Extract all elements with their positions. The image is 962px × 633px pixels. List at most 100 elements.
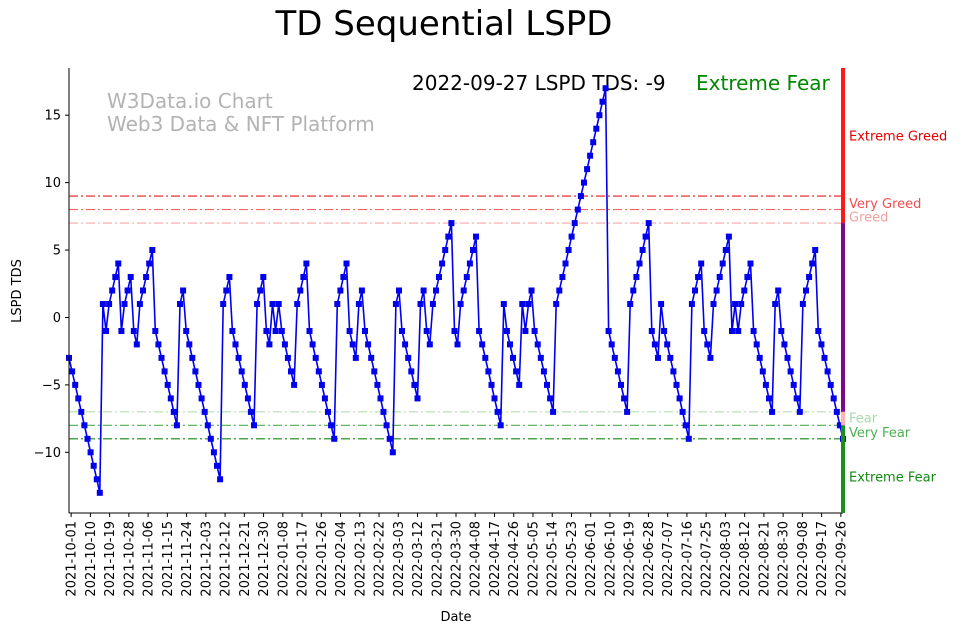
data-point-225 (759, 368, 766, 375)
data-point-136 (485, 368, 492, 375)
data-point-129 (463, 274, 470, 280)
data-point-194 (664, 341, 671, 348)
data-point-172 (596, 112, 603, 119)
data-point-31 (161, 368, 168, 375)
data-point-10 (96, 489, 103, 496)
data-point-250 (836, 422, 843, 429)
data-point-106 (392, 301, 399, 307)
zone-label-1: Very Greed (849, 197, 921, 212)
data-point-134 (479, 341, 486, 348)
data-point-121 (439, 260, 446, 267)
data-point-114 (417, 301, 424, 307)
data-point-61 (254, 301, 261, 307)
data-point-238 (799, 301, 806, 307)
data-point-142 (503, 328, 510, 334)
data-point-70 (281, 341, 288, 348)
sentiment-zone-bar (841, 68, 845, 513)
data-point-55 (235, 354, 242, 361)
data-point-199 (679, 408, 686, 415)
data-point-128 (460, 287, 467, 294)
data-point-179 (618, 381, 624, 388)
data-point-50 (220, 301, 227, 307)
x-tick-label: 2021-12-03 (199, 521, 214, 597)
x-tick-label: 2022-01-08 (276, 521, 291, 597)
data-point-193 (661, 328, 668, 334)
x-tick-label: 2022-03-30 (450, 521, 465, 597)
y-tick-label: 10 (44, 176, 61, 191)
data-point-12 (103, 328, 109, 334)
data-point-242 (812, 247, 819, 253)
data-point-152 (534, 341, 541, 348)
status-sentiment: Extreme Fear (696, 71, 831, 95)
x-tick-label: 2022-04-26 (507, 521, 522, 597)
x-tick-label: 2022-09-08 (796, 521, 811, 597)
series-layer (66, 85, 846, 496)
data-point-98 (368, 354, 375, 361)
data-point-236 (793, 395, 800, 402)
x-tick-label: 2022-04-17 (488, 521, 503, 597)
data-point-33 (167, 395, 174, 402)
data-point-19 (124, 287, 131, 294)
data-point-159 (556, 287, 563, 294)
data-point-174 (602, 85, 609, 92)
data-point-226 (762, 381, 769, 388)
data-point-214 (725, 233, 732, 240)
data-point-11 (99, 301, 106, 307)
data-point-170 (590, 139, 597, 146)
data-point-156 (547, 395, 554, 402)
data-point-224 (756, 354, 763, 361)
data-point-239 (803, 287, 809, 294)
data-point-1 (69, 368, 76, 375)
data-point-117 (426, 341, 433, 348)
data-point-206 (701, 328, 708, 334)
chart-title: TD Sequential LSPD (275, 4, 613, 44)
data-point-80 (312, 354, 319, 361)
data-point-160 (559, 274, 566, 280)
data-point-213 (722, 247, 729, 253)
data-point-133 (476, 328, 483, 334)
data-point-227 (766, 395, 772, 402)
data-point-161 (562, 260, 569, 267)
data-point-39 (186, 341, 193, 348)
y-tick-label: 0 (53, 311, 61, 326)
data-point-141 (500, 301, 507, 307)
data-point-205 (698, 260, 705, 267)
zone-label-0: Extreme Greed (849, 129, 947, 144)
x-tick-label: 2022-09-26 (834, 521, 849, 597)
data-point-49 (217, 476, 224, 483)
data-point-120 (436, 274, 442, 280)
data-point-26 (146, 260, 153, 267)
data-point-248 (830, 395, 837, 402)
data-point-218 (738, 301, 745, 307)
data-point-196 (670, 368, 677, 375)
x-tick-label: 2022-08-03 (719, 521, 734, 597)
zone-bar-segment-0 (841, 68, 845, 224)
data-point-178 (614, 368, 621, 375)
data-point-3 (75, 395, 82, 402)
x-tick-label: 2022-07-25 (700, 521, 715, 597)
x-tick-label: 2022-07-07 (661, 521, 676, 597)
data-point-9 (93, 476, 100, 483)
data-point-182 (627, 301, 634, 307)
data-point-186 (639, 247, 646, 253)
data-point-249 (833, 408, 840, 415)
data-point-103 (383, 422, 390, 429)
data-point-97 (365, 341, 372, 348)
data-point-36 (177, 301, 183, 307)
data-point-82 (318, 381, 325, 388)
data-point-68 (275, 301, 282, 307)
data-point-191 (655, 354, 661, 361)
data-point-192 (658, 301, 665, 307)
data-point-209 (710, 301, 717, 307)
x-tick-label: 2022-02-13 (353, 521, 368, 597)
data-point-86 (331, 435, 338, 442)
data-point-171 (593, 125, 600, 132)
data-point-201 (685, 435, 692, 442)
x-tick-label: 2022-05-14 (546, 521, 561, 597)
data-point-130 (466, 260, 473, 267)
data-point-243 (815, 328, 822, 334)
data-point-169 (587, 152, 594, 159)
data-point-105 (389, 449, 396, 456)
data-point-28 (152, 328, 159, 334)
data-point-8 (90, 462, 97, 469)
